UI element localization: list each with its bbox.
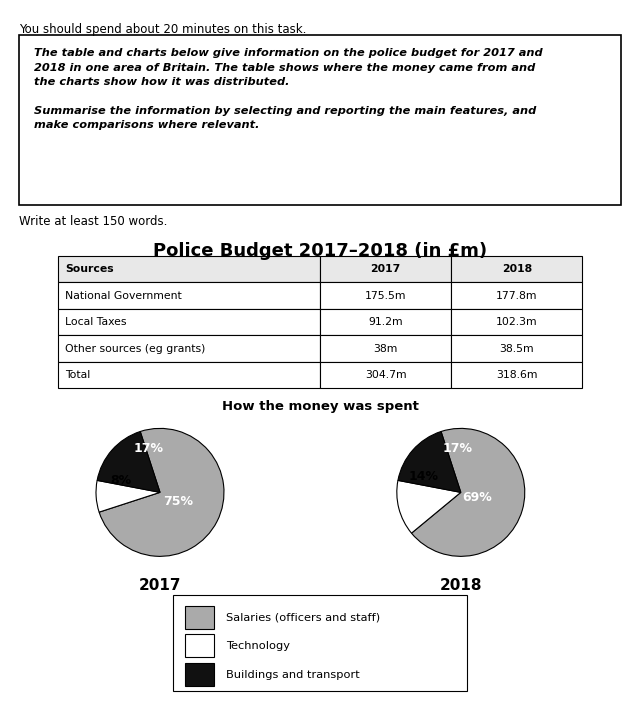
Text: 38.5m: 38.5m: [499, 343, 534, 353]
Bar: [451, 362, 582, 388]
Text: 2017: 2017: [139, 578, 181, 593]
Text: Local Taxes: Local Taxes: [65, 317, 127, 327]
Bar: [320, 336, 451, 362]
Bar: [184, 606, 214, 629]
Bar: [451, 336, 582, 362]
Text: Buildings and transport: Buildings and transport: [226, 670, 360, 680]
Bar: [58, 336, 320, 362]
Text: 102.3m: 102.3m: [496, 317, 538, 327]
Wedge shape: [99, 429, 224, 556]
Wedge shape: [397, 481, 461, 533]
Text: 75%: 75%: [163, 496, 193, 508]
Text: 17%: 17%: [443, 442, 472, 455]
Bar: [320, 256, 451, 282]
Bar: [451, 309, 582, 336]
Bar: [451, 256, 582, 282]
Wedge shape: [412, 429, 525, 556]
Wedge shape: [96, 481, 160, 512]
Text: 304.7m: 304.7m: [365, 370, 406, 380]
Text: How the money was spent: How the money was spent: [221, 400, 419, 413]
Wedge shape: [97, 432, 160, 492]
Text: 177.8m: 177.8m: [496, 291, 538, 301]
Text: 318.6m: 318.6m: [496, 370, 538, 380]
Text: Salaries (officers and staff): Salaries (officers and staff): [226, 612, 380, 622]
Bar: [58, 309, 320, 336]
Text: Sources: Sources: [65, 264, 114, 274]
Text: 38m: 38m: [373, 343, 398, 353]
Text: Other sources (eg grants): Other sources (eg grants): [65, 343, 206, 353]
Text: 91.2m: 91.2m: [368, 317, 403, 327]
Bar: [184, 663, 214, 686]
Text: Police Budget 2017–2018 (in £m): Police Budget 2017–2018 (in £m): [153, 242, 487, 260]
Text: 69%: 69%: [462, 491, 492, 504]
Text: 17%: 17%: [134, 442, 163, 455]
Text: 175.5m: 175.5m: [365, 291, 406, 301]
Bar: [320, 309, 451, 336]
Bar: [320, 282, 451, 309]
Text: 2018: 2018: [440, 578, 482, 593]
Bar: [58, 282, 320, 309]
Wedge shape: [398, 432, 461, 492]
Bar: [58, 256, 320, 282]
Text: 2018: 2018: [502, 264, 532, 274]
Bar: [58, 362, 320, 388]
Text: 8%: 8%: [110, 474, 131, 487]
Text: Technology: Technology: [226, 641, 290, 651]
Text: Write at least 150 words.: Write at least 150 words.: [19, 215, 168, 228]
Text: National Government: National Government: [65, 291, 182, 301]
Text: 14%: 14%: [409, 470, 438, 483]
Bar: [320, 362, 451, 388]
Bar: [184, 634, 214, 658]
Text: The table and charts below give information on the police budget for 2017 and
20: The table and charts below give informat…: [34, 48, 543, 130]
Bar: [451, 282, 582, 309]
Text: You should spend about 20 minutes on this task.: You should spend about 20 minutes on thi…: [19, 23, 307, 36]
Text: 2017: 2017: [371, 264, 401, 274]
Text: Total: Total: [65, 370, 91, 380]
